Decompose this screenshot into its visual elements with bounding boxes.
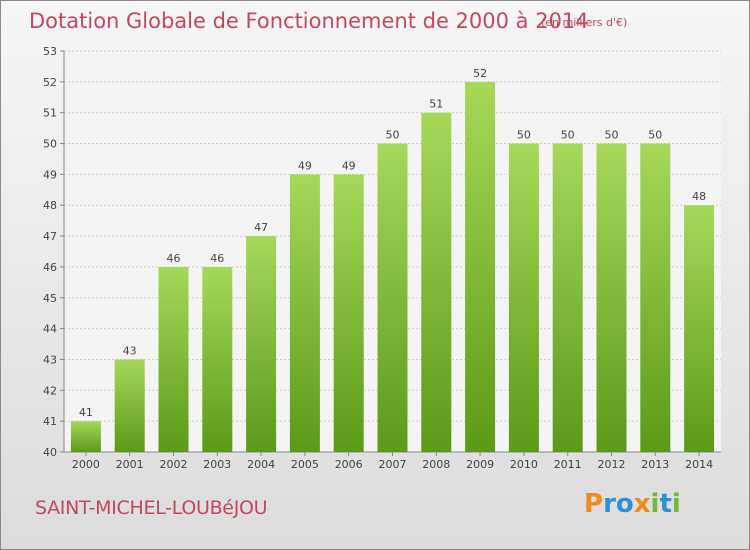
x-tick-label: 2007 (379, 458, 407, 471)
bar-value-label: 50 (561, 129, 575, 142)
bar-value-label: 50 (517, 129, 531, 142)
chart-title: Dotation Globale de Fonctionnement de 20… (29, 9, 589, 33)
y-tick-label: 41 (43, 415, 57, 428)
bar (421, 112, 452, 452)
logo-letter: P (584, 489, 604, 519)
logo-letter: x (633, 489, 651, 519)
chart-unit: (en milliers d'€) (541, 16, 628, 29)
bar (508, 143, 539, 453)
y-tick-label: 40 (43, 446, 57, 459)
commune-name: SAINT-MICHEL-LOUBéJOU (35, 497, 268, 519)
bar-value-label: 41 (79, 406, 93, 419)
x-tick-label: 2006 (335, 458, 363, 471)
bar-value-label: 50 (648, 129, 662, 142)
x-tick-label: 2004 (247, 458, 275, 471)
x-tick-label: 2009 (466, 458, 494, 471)
logo-letter: t (659, 489, 672, 519)
bar-value-label: 46 (167, 252, 181, 265)
bar (246, 236, 277, 452)
x-tick-label: 2014 (685, 458, 713, 471)
bar (684, 205, 715, 452)
y-tick-label: 43 (43, 353, 57, 366)
bar (333, 174, 364, 452)
bar (289, 174, 320, 452)
bar (640, 143, 671, 453)
y-tick-label: 48 (43, 199, 57, 212)
bar (552, 143, 583, 453)
x-tick-label: 2013 (641, 458, 669, 471)
x-tick-label: 2000 (72, 458, 100, 471)
y-tick-label: 44 (43, 323, 57, 336)
y-tick-label: 47 (43, 230, 57, 243)
x-tick-label: 2012 (598, 458, 626, 471)
bar-value-label: 52 (473, 67, 487, 80)
bar-value-label: 51 (429, 98, 443, 111)
proxiti-logo: Proxiti (584, 489, 681, 519)
y-tick-label: 52 (43, 76, 57, 89)
bar (596, 143, 627, 453)
logo-letter: r (603, 489, 616, 519)
y-tick-label: 53 (43, 45, 57, 58)
logo-letter: o (615, 489, 634, 519)
logo-letter: i (671, 489, 681, 519)
bar-value-label: 50 (605, 129, 619, 142)
y-tick-label: 51 (43, 107, 57, 120)
bar (114, 359, 145, 452)
bar-value-label: 46 (210, 252, 224, 265)
x-tick-label: 2001 (116, 458, 144, 471)
x-tick-label: 2005 (291, 458, 319, 471)
bar (202, 266, 233, 452)
bar-value-label: 43 (123, 344, 137, 357)
y-tick-label: 49 (43, 168, 57, 181)
bar (465, 81, 496, 452)
y-tick-label: 46 (43, 261, 57, 274)
y-tick-label: 50 (43, 138, 57, 151)
bar-value-label: 49 (298, 159, 312, 172)
bar (377, 143, 408, 453)
y-tick-label: 42 (43, 384, 57, 397)
bar (70, 421, 101, 452)
x-tick-label: 2003 (203, 458, 231, 471)
bar (158, 266, 189, 452)
x-tick-label: 2010 (510, 458, 538, 471)
bar-value-label: 47 (254, 221, 268, 234)
y-tick-label: 45 (43, 292, 57, 305)
x-tick-label: 2011 (554, 458, 582, 471)
x-tick-label: 2002 (160, 458, 188, 471)
bar-value-label: 50 (386, 129, 400, 142)
x-tick-label: 2008 (422, 458, 450, 471)
bar-value-label: 49 (342, 159, 356, 172)
bar-value-label: 48 (692, 190, 706, 203)
logo-letter: i (650, 489, 660, 519)
